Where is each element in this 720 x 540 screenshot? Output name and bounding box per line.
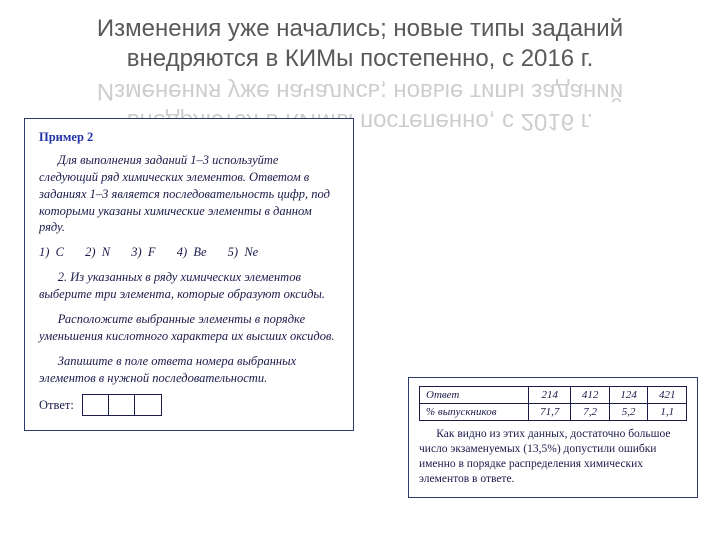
example-label: Пример 2 bbox=[39, 129, 339, 146]
answer-cell-1 bbox=[83, 395, 109, 415]
stats-cell: 71,7 bbox=[529, 403, 571, 420]
answer-label: Ответ: bbox=[39, 397, 74, 414]
answer-cell-2 bbox=[109, 395, 135, 415]
stats-header-answer: Ответ bbox=[420, 386, 529, 403]
stats-cell: 5,2 bbox=[609, 403, 648, 420]
slide-title: Изменения уже начались; новые типы задан… bbox=[0, 0, 720, 74]
stats-table: Ответ 214 412 124 421 % выпускников 71,7… bbox=[419, 386, 687, 422]
stats-note: Как видно из этих данных, достаточно бол… bbox=[419, 427, 687, 487]
slide: Изменения уже начались; новые типы задан… bbox=[0, 0, 720, 540]
answer-cell-3 bbox=[135, 395, 161, 415]
title-line-1: Изменения уже начались; новые типы задан… bbox=[40, 14, 680, 44]
stats-cell: 124 bbox=[609, 386, 648, 403]
task-line-1: 2. Из указанных в ряду химических элемен… bbox=[39, 269, 339, 303]
stats-cell: 1,1 bbox=[648, 403, 687, 420]
table-row: % выпускников 71,7 7,2 5,2 1,1 bbox=[420, 403, 687, 420]
element-1: 1) C bbox=[39, 244, 64, 261]
stats-header-pct: % выпускников bbox=[420, 403, 529, 420]
example-box: Пример 2 Для выполнения заданий 1–3 испо… bbox=[24, 118, 354, 431]
stats-cell: 214 bbox=[529, 386, 571, 403]
stats-cell: 421 bbox=[648, 386, 687, 403]
task-line-3: Запишите в поле ответа номера выбранных … bbox=[39, 353, 339, 387]
elements-row: 1) C 2) N 3) F 4) Be 5) Ne bbox=[39, 244, 339, 261]
answer-row: Ответ: bbox=[39, 394, 339, 416]
stats-box: Ответ 214 412 124 421 % выпускников 71,7… bbox=[408, 377, 698, 498]
element-4: 4) Be bbox=[177, 244, 207, 261]
task-line-2: Расположите выбранные элементы в порядке… bbox=[39, 311, 339, 345]
table-row: Ответ 214 412 124 421 bbox=[420, 386, 687, 403]
title-line-2: внедряются в КИМы постепенно, с 2016 г. bbox=[40, 44, 680, 74]
example-intro: Для выполнения заданий 1–3 используйте с… bbox=[39, 152, 339, 236]
stats-cell: 7,2 bbox=[571, 403, 610, 420]
element-3: 3) F bbox=[131, 244, 155, 261]
answer-cells bbox=[82, 394, 162, 416]
element-5: 5) Ne bbox=[228, 244, 259, 261]
stats-cell: 412 bbox=[571, 386, 610, 403]
element-2: 2) N bbox=[85, 244, 110, 261]
